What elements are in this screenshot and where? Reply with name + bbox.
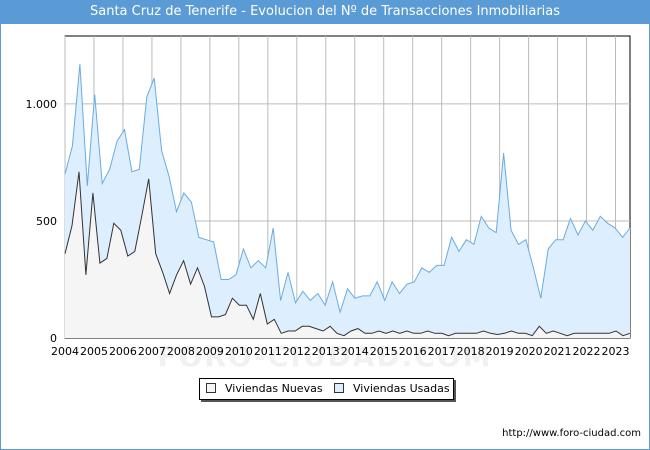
x-tick-label: 2022 (573, 345, 601, 358)
area-viviendas-usadas (65, 64, 630, 338)
x-tick-label: 2020 (515, 345, 543, 358)
area-viviendas-nuevas (65, 171, 630, 338)
legend-label-usadas: Viviendas Usadas (353, 382, 450, 395)
legend: Viviendas Nuevas Viviendas Usadas (199, 378, 454, 400)
x-tick-label: 2009 (196, 345, 224, 358)
legend-swatch-nuevas (206, 383, 216, 393)
x-tick-label: 2006 (109, 345, 137, 358)
source-url: http://www.foro-ciudad.com (502, 428, 641, 439)
x-tick-label: 2010 (225, 345, 253, 358)
legend-item-usadas: Viviendas Usadas (334, 382, 450, 396)
watermark: FORO-CIUDAD.COM (157, 340, 493, 373)
x-tick-label: 2023 (602, 345, 630, 358)
x-tick-label: 2018 (457, 345, 485, 358)
x-tick-label: 2019 (486, 345, 514, 358)
x-tick-label: 2013 (312, 345, 340, 358)
x-tick-label: 2005 (80, 345, 108, 358)
x-tick-label: 2016 (399, 345, 427, 358)
x-tick-label: 2007 (138, 345, 166, 358)
x-tick-label: 2017 (428, 345, 456, 358)
y-tick-label: 1.000 (26, 98, 58, 111)
line-viviendas-usadas (64, 64, 631, 315)
line-viviendas-nuevas (64, 171, 631, 337)
x-tick-label: 2014 (341, 345, 369, 358)
chart-title: Santa Cruz de Tenerife - Evolucion del N… (0, 0, 650, 24)
legend-label-nuevas: Viviendas Nuevas (225, 382, 323, 395)
x-tick-label: 2015 (370, 345, 398, 358)
y-tick-label: 0 (50, 332, 57, 345)
legend-item-nuevas: Viviendas Nuevas (206, 382, 323, 396)
x-tick-label: 2012 (283, 345, 311, 358)
x-tick-label: 2008 (167, 345, 195, 358)
x-tick-label: 2004 (51, 345, 79, 358)
axis-ticks: 2004 2005 2006 2007 2008 2009 2010 2011 2012 2013… (26, 98, 630, 358)
y-tick-label: 500 (36, 215, 57, 228)
legend-swatch-usadas (334, 383, 344, 393)
x-tick-label: 2011 (254, 345, 282, 358)
x-tick-label: 2021 (544, 345, 572, 358)
